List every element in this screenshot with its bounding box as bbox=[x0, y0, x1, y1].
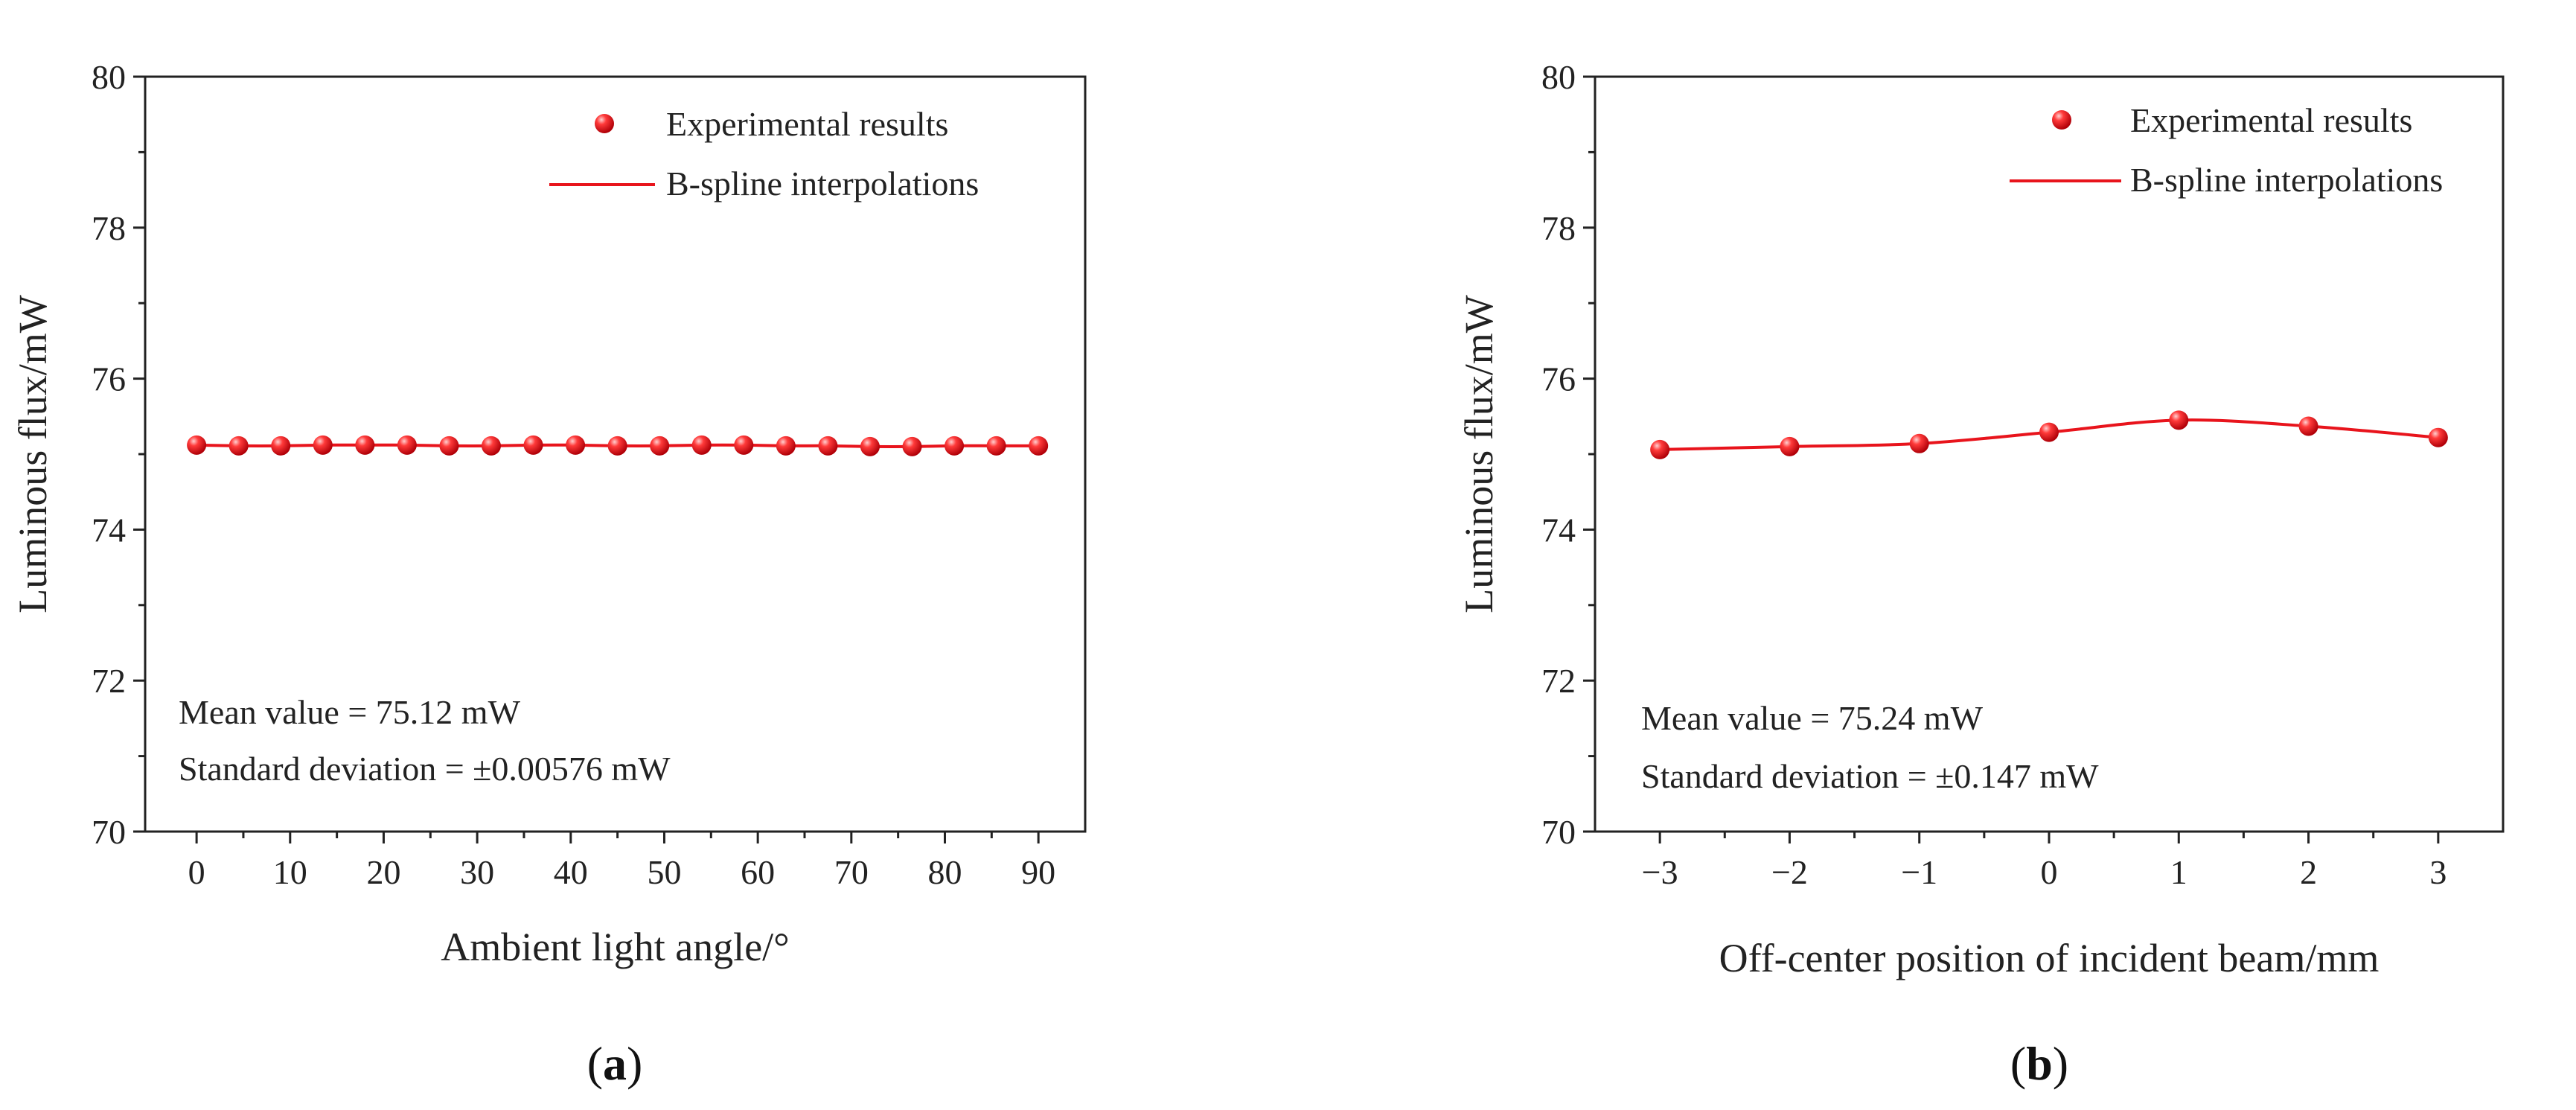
panel-b-data-point bbox=[2298, 416, 2318, 436]
panel-a-legend: Experimental results B-spline interpolati… bbox=[549, 105, 979, 202]
panel-a-annotation-std: Standard deviation = ±0.00576 mW bbox=[179, 750, 671, 788]
panel-a-y-tick-label: 80 bbox=[92, 58, 126, 96]
panel-a-legend-label-experimental: Experimental results bbox=[666, 105, 948, 143]
panel-a-x-axis-title: Ambient light angle/° bbox=[441, 925, 790, 969]
panel-b-data-point bbox=[1909, 433, 1929, 453]
panel-b-chart: 70 72 74 76 78 80 −3 −2 −1 0 1 2 3 Luminous flux/mW Of… bbox=[1457, 58, 2505, 1090]
panel-a-x-tick-label: 70 bbox=[834, 853, 869, 891]
panel-a-x-tick-label: 30 bbox=[460, 853, 494, 891]
panel-a-data-point bbox=[734, 435, 754, 455]
panel-a-x-tick-label: 90 bbox=[1021, 853, 1055, 891]
panel-a-y-tick-label: 74 bbox=[92, 511, 126, 549]
panel-b-data-point bbox=[1650, 439, 1670, 459]
panel-a-data-point bbox=[691, 435, 712, 455]
panel-b-label: (b) bbox=[2010, 1037, 2068, 1090]
panel-a-data-point bbox=[439, 436, 459, 456]
panel-b-x-tick-label: 2 bbox=[2300, 853, 2317, 891]
panel-a-data-point bbox=[313, 435, 333, 455]
panel-b-data-point bbox=[2169, 410, 2189, 430]
panel-b-x-tick-label: 3 bbox=[2429, 853, 2446, 891]
panel-a-data-point bbox=[945, 436, 965, 456]
panel-b-annotation-std: Standard deviation = ±0.147 mW bbox=[1641, 757, 2099, 795]
panel-a-data-point bbox=[986, 436, 1006, 456]
panel-a-chart: 70 72 74 76 78 80 0 10 20 30 40 50 60 70 80 90 Luminous … bbox=[10, 58, 1087, 1090]
panel-a-label: (a) bbox=[587, 1037, 643, 1090]
panel-b-legend: Experimental results B-spline interpolati… bbox=[2010, 101, 2443, 199]
panel-a-x-tick-label: 0 bbox=[188, 853, 205, 891]
panel-b-y-tick-label: 72 bbox=[1541, 662, 1576, 700]
panel-b-y-tick-label: 76 bbox=[1541, 360, 1576, 398]
panel-b-annotation-mean: Mean value = 75.24 mW bbox=[1641, 699, 1984, 737]
panel-a-x-tick-label: 10 bbox=[273, 853, 307, 891]
panel-b-legend-label-spline: B-spline interpolations bbox=[2130, 161, 2443, 199]
panel-b-x-tick-label: −2 bbox=[1771, 853, 1808, 891]
panel-a-data-point bbox=[228, 436, 249, 456]
panel-a-y-tick-label: 78 bbox=[92, 209, 126, 247]
panel-b-x-tick-label: 1 bbox=[2170, 853, 2187, 891]
panel-a-data-point bbox=[818, 436, 838, 456]
panel-b-x-axis-title: Off-center position of incident beam/mm bbox=[1719, 936, 2380, 980]
panel-a-x-tick-label: 40 bbox=[554, 853, 588, 891]
panel-b-y-tick-label: 70 bbox=[1541, 813, 1576, 851]
panel-a-data-point bbox=[397, 435, 417, 455]
panel-a-data-point bbox=[860, 436, 880, 456]
panel-a-data-point bbox=[355, 435, 375, 455]
panel-b-legend-label-experimental: Experimental results bbox=[2130, 101, 2412, 139]
panel-b-y-axis-title: Luminous flux/mW bbox=[1457, 295, 1501, 613]
panel-b-y-tick-label: 78 bbox=[1541, 209, 1576, 247]
panel-a-data-point bbox=[776, 436, 796, 456]
panel-a-data-point bbox=[902, 436, 922, 456]
panel-a-y-tick-label: 72 bbox=[92, 662, 126, 700]
panel-b-x-tick-label: −3 bbox=[1642, 853, 1678, 891]
panel-a-legend-label-spline: B-spline interpolations bbox=[666, 165, 979, 202]
panel-a-y-axis-title: Luminous flux/mW bbox=[10, 295, 55, 613]
panel-a-x-tick-label: 20 bbox=[366, 853, 400, 891]
panel-a-x-tick-label: 80 bbox=[927, 853, 962, 891]
panel-b-data-point bbox=[1780, 436, 1800, 456]
panel-a-legend-marker-experimental bbox=[595, 114, 614, 133]
panel-b-x-tick-label: −1 bbox=[1901, 853, 1937, 891]
panel-b-data-point bbox=[2039, 422, 2059, 442]
panel-a-y-tick-label: 70 bbox=[92, 813, 126, 851]
panel-b-legend-marker-experimental bbox=[2052, 110, 2071, 130]
panel-a-data-point bbox=[187, 435, 207, 455]
panel-b-data-point bbox=[2428, 427, 2448, 447]
panel-a-annotation-mean: Mean value = 75.12 mW bbox=[179, 693, 521, 731]
panel-a-x-tick-label: 60 bbox=[741, 853, 775, 891]
panel-a-data-point bbox=[566, 435, 586, 455]
panel-b-y-tick-label: 74 bbox=[1541, 511, 1576, 549]
panel-a-data-point bbox=[481, 436, 501, 456]
panel-a-data-point bbox=[607, 436, 627, 456]
panel-a-x-tick-label: 50 bbox=[647, 853, 681, 891]
panel-a-data-point bbox=[523, 435, 543, 455]
panel-b-y-tick-label: 80 bbox=[1541, 58, 1576, 96]
panel-a-data-point bbox=[1029, 436, 1049, 456]
panel-a-y-tick-label: 76 bbox=[92, 360, 126, 398]
panel-a-data-point bbox=[650, 436, 670, 456]
panel-a-data-point bbox=[271, 436, 291, 456]
panel-b-x-tick-label: 0 bbox=[2041, 853, 2058, 891]
